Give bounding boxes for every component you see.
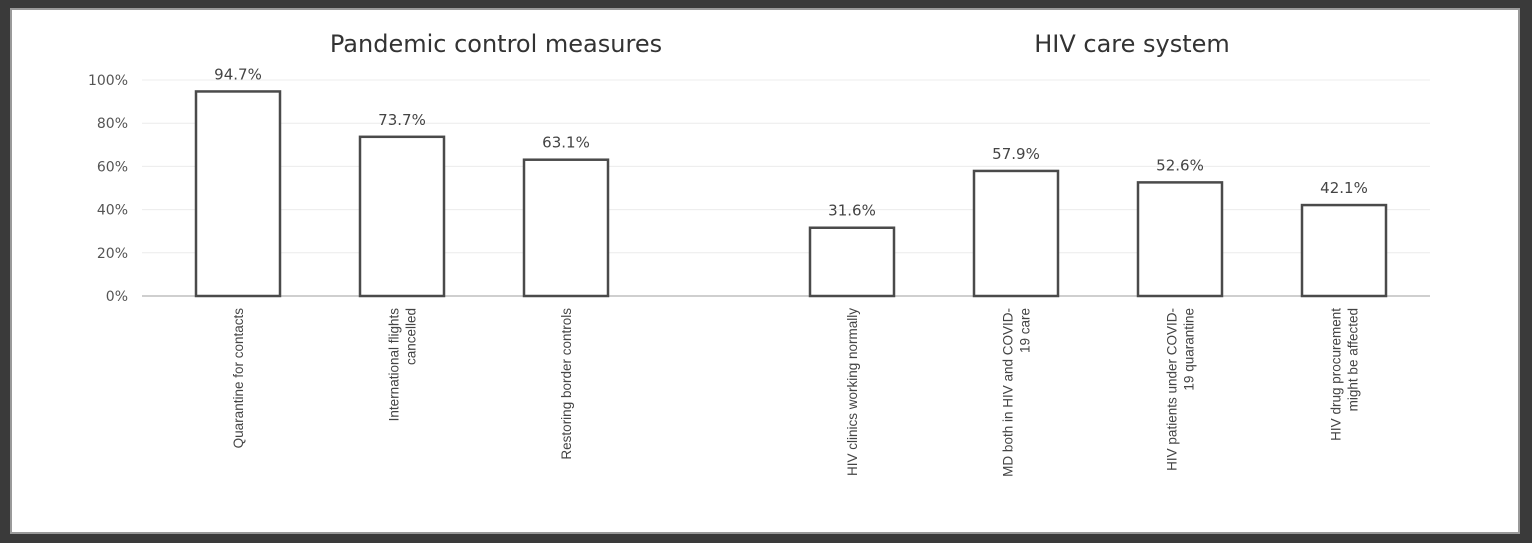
group-title: HIV care system	[1034, 30, 1230, 58]
data-label: 57.9%	[992, 145, 1040, 163]
category-label-line: 19 care	[1018, 308, 1033, 353]
bars	[194, 90, 1388, 298]
y-tick-label: 60%	[97, 159, 128, 175]
category-label: Quarantine for contacts	[231, 308, 246, 449]
category-label-line: HIV clinics working normally	[845, 308, 860, 476]
grid	[142, 79, 1430, 254]
category-label: MD both in HIV and COVID- 19 care	[1001, 308, 1033, 477]
data-label: 31.6%	[828, 202, 876, 220]
category-label-line: might be affected	[1346, 308, 1361, 411]
data-label: 52.6%	[1156, 156, 1204, 174]
category-label-line: Restoring border controls	[559, 308, 574, 460]
y-tick-label: 40%	[97, 203, 128, 219]
category-label-line: Quarantine for contacts	[231, 308, 246, 449]
x-axis-categories: Quarantine for contacts International fli…	[231, 308, 1361, 477]
category-label: HIV drug procurement might be affected	[1329, 308, 1361, 441]
group-title: Pandemic control measures	[330, 30, 662, 58]
data-label: 63.1%	[542, 134, 590, 152]
data-label: 94.7%	[214, 65, 262, 83]
category-label-line: HIV patients under COVID-	[1165, 308, 1180, 471]
y-tick-label: 100%	[88, 73, 128, 89]
bar	[972, 169, 1060, 298]
chart-frame: 0% 20% 40% 60% 80% 100% Pandemic control meas…	[10, 8, 1520, 534]
y-axis-ticks: 0% 20% 40% 60% 80% 100%	[88, 73, 128, 305]
category-label: HIV clinics working normally	[845, 308, 860, 476]
category-label-line: International flights	[387, 308, 402, 422]
bar-chart: 0% 20% 40% 60% 80% 100% Pandemic control meas…	[88, 30, 1430, 477]
y-tick-label: 80%	[97, 116, 128, 132]
category-label-line: 19 quarantine	[1182, 308, 1197, 391]
y-tick-label: 20%	[97, 246, 128, 262]
bar	[1136, 181, 1224, 298]
bar	[808, 226, 896, 298]
bar	[522, 158, 610, 298]
category-label: International flights cancelled	[387, 308, 419, 422]
category-label-line: MD both in HIV and COVID-	[1001, 308, 1016, 477]
data-label: 73.7%	[378, 111, 426, 129]
bar	[358, 135, 446, 298]
bar	[194, 90, 282, 298]
bar	[1300, 203, 1388, 298]
category-label: HIV patients under COVID- 19 quarantine	[1165, 308, 1197, 471]
data-label: 42.1%	[1320, 179, 1368, 197]
category-label-line: HIV drug procurement	[1329, 308, 1344, 441]
y-tick-label: 0%	[106, 289, 128, 305]
data-labels: 94.7% 73.7% 63.1% 31.6% 57.9% 52.6% 42.1%	[214, 65, 1368, 219]
category-label: Restoring border controls	[559, 308, 574, 460]
category-label-line: cancelled	[404, 308, 419, 365]
group-titles: Pandemic control measures HIV care system	[330, 30, 1230, 58]
